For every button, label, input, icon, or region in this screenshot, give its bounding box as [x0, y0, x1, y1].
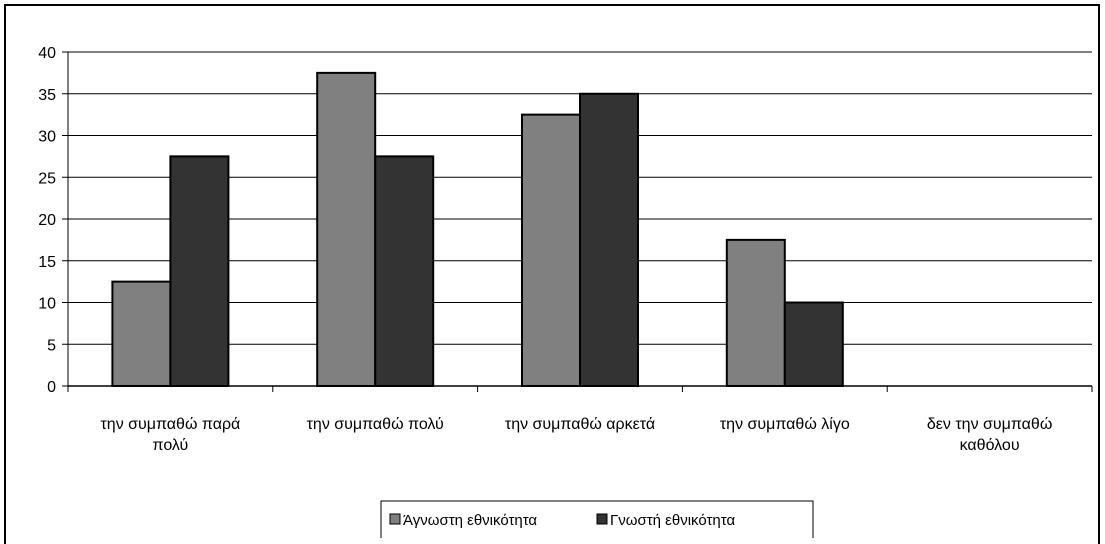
- legend-swatch: [389, 513, 401, 525]
- y-tick-label: 35: [38, 87, 56, 104]
- x-category-label-line: την συμπαθώ λίγο: [720, 416, 850, 433]
- y-tick-label: 25: [38, 170, 56, 187]
- x-category-label-line: την συμπαθώ αρκετά: [505, 416, 655, 433]
- x-category-label-line: δεν την συμπαθώ: [927, 416, 1052, 433]
- bar-series-2-category-2: [374, 155, 435, 387]
- y-tick-label: 40: [38, 45, 56, 62]
- x-category-label-line: πολύ: [153, 437, 189, 454]
- axes: [67, 52, 1093, 392]
- x-category-label: την συμπαθώ πολύ: [307, 416, 444, 433]
- x-category-label-line: την συμπαθώ πολύ: [307, 416, 444, 433]
- y-tick-label: 5: [47, 337, 56, 354]
- x-category-label-line: την συμπαθώ παρά: [100, 416, 240, 433]
- y-axis-tick-labels: 0 5 10 15 20 25 30 35 40: [38, 45, 56, 396]
- legend-swatch: [596, 513, 608, 525]
- x-category-label: την συμπαθώ λίγο: [720, 416, 850, 433]
- bar-series-2-category-1: [169, 155, 230, 387]
- y-tick-label: 0: [47, 379, 56, 396]
- y-tick-label: 15: [38, 254, 56, 271]
- bar-series-1-category-2: [316, 71, 377, 387]
- y-tick-label: 30: [38, 129, 56, 146]
- x-axis-category-labels: την συμπαθώ παρά πολύ την συμπαθώ πολύ την …: [100, 416, 1052, 454]
- x-category-label: την συμπαθώ παρά πολύ: [100, 416, 240, 454]
- y-tick-label: 20: [38, 212, 56, 229]
- legend: Άγνωστη εθνικότητα Γνωστή εθνικότητα: [380, 500, 814, 538]
- x-category-label: δεν την συμπαθώ καθόλου: [927, 416, 1052, 454]
- y-tick-label: 10: [38, 296, 56, 313]
- bars: [111, 71, 844, 387]
- bar-series-1-category-1: [111, 280, 172, 387]
- x-category-label-line: καθόλου: [960, 437, 1020, 454]
- bar-series-1-category-3: [521, 113, 581, 387]
- chart-frame: [4, 4, 1100, 544]
- bar-series-2-category-3: [579, 92, 639, 387]
- x-category-label: την συμπαθώ αρκετά: [505, 416, 655, 433]
- bar-series-1-category-4: [725, 238, 786, 387]
- legend-label: Γνωστή εθνικότητα: [610, 512, 735, 529]
- bar-series-2-category-4: [783, 301, 844, 387]
- legend-label: Άγνωστη εθνικότητα: [403, 512, 537, 529]
